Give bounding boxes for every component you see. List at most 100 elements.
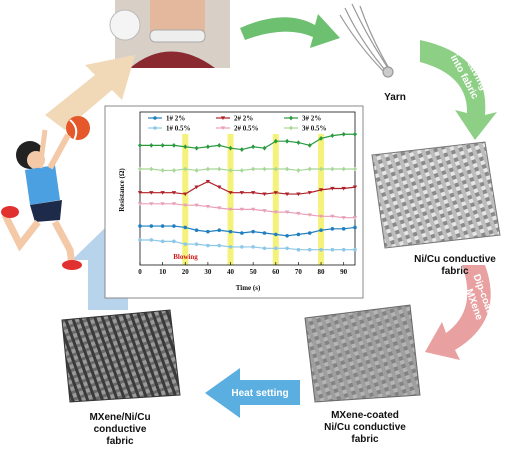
data-point [353, 166, 357, 172]
fabric-label: Ni/Cu conductive [324, 422, 406, 433]
data-point [217, 243, 222, 248]
data-point [330, 247, 335, 252]
fabric-label: Ni/Cu conductive [414, 254, 496, 265]
fabric-label: fabric [106, 436, 134, 447]
data-point [285, 246, 289, 251]
data-point [262, 166, 267, 172]
fabric-label: fabric [351, 434, 379, 445]
data-point [307, 231, 312, 235]
data-point [318, 214, 324, 219]
legend-marker [220, 126, 226, 130]
data-point [206, 243, 210, 248]
data-point [240, 231, 244, 235]
data-point [307, 191, 312, 195]
data-point [171, 168, 176, 173]
data-point [296, 232, 301, 237]
data-point [273, 246, 278, 251]
data-point [285, 138, 290, 144]
data-point [149, 166, 154, 172]
legend-marker [289, 115, 293, 121]
data-point [251, 144, 256, 150]
data-point [194, 228, 199, 233]
data-point [217, 142, 222, 148]
data-point [273, 138, 278, 144]
data-point [330, 227, 335, 231]
data-point [194, 185, 199, 190]
data-point [352, 185, 358, 190]
highlight-band [318, 134, 325, 265]
data-point [296, 211, 301, 216]
x-tick-label: 60 [272, 268, 280, 276]
data-point [307, 247, 312, 252]
data-point [138, 238, 142, 242]
data-point [194, 242, 199, 246]
data-point [171, 202, 177, 206]
data-point [228, 207, 233, 212]
data-point [228, 145, 233, 151]
data-point [149, 142, 154, 148]
yarn [339, 3, 394, 78]
volleyball-player [1, 116, 90, 270]
highlight-band [227, 134, 234, 265]
data-point [262, 209, 267, 213]
x-tick-label: 40 [227, 268, 235, 276]
data-point [228, 191, 233, 195]
data-point [251, 166, 256, 172]
data-point [341, 186, 346, 191]
data-point [205, 144, 210, 150]
data-point [138, 166, 142, 172]
data-point [284, 210, 290, 215]
data-point [194, 203, 199, 208]
data-point [273, 191, 278, 195]
data-point [228, 168, 233, 173]
legend-label: 1# 2% [166, 115, 185, 123]
series-line [140, 133, 355, 151]
data-point [251, 245, 255, 249]
yarn-label: Yarn [384, 92, 406, 103]
data-point [205, 166, 210, 172]
data-point [330, 133, 335, 139]
series-line [140, 225, 356, 237]
data-point [296, 168, 301, 173]
data-point [307, 166, 312, 172]
data-point [319, 247, 323, 252]
data-point [138, 142, 142, 148]
data-point [137, 191, 143, 195]
series-line [140, 180, 356, 195]
arrow [240, 14, 340, 48]
data-point [183, 192, 188, 197]
data-point [262, 192, 267, 197]
legend-marker [220, 116, 226, 120]
y-axis-title: Resistance (Ω) [118, 168, 126, 212]
data-point [149, 191, 154, 195]
data-point [319, 136, 324, 141]
x-tick-label: 10 [159, 268, 167, 276]
data-point [217, 228, 222, 233]
data-point [149, 238, 154, 242]
x-tick-label: 0 [138, 268, 142, 276]
data-point [341, 131, 346, 137]
data-point [160, 142, 165, 148]
legend-label: 2# 2% [234, 115, 253, 123]
data-point [353, 247, 357, 252]
data-point [217, 185, 222, 190]
highlight-band [182, 134, 189, 265]
data-point [284, 192, 290, 197]
legend-marker [153, 126, 157, 130]
series-line [140, 239, 355, 251]
data-point [172, 239, 176, 244]
data-point [194, 145, 199, 151]
data-point [296, 192, 301, 197]
arrow-label: Heat setting [231, 388, 288, 399]
data-point [228, 245, 233, 249]
data-point [206, 229, 210, 234]
data-point [160, 191, 165, 195]
series-line [140, 203, 355, 219]
data-point [319, 166, 324, 172]
legend-label: 1# 0.5% [166, 125, 191, 133]
data-point [250, 207, 256, 212]
x-tick-label: 80 [318, 268, 326, 276]
data-point [149, 202, 154, 206]
fabric-label: MXene-coated [331, 410, 399, 421]
